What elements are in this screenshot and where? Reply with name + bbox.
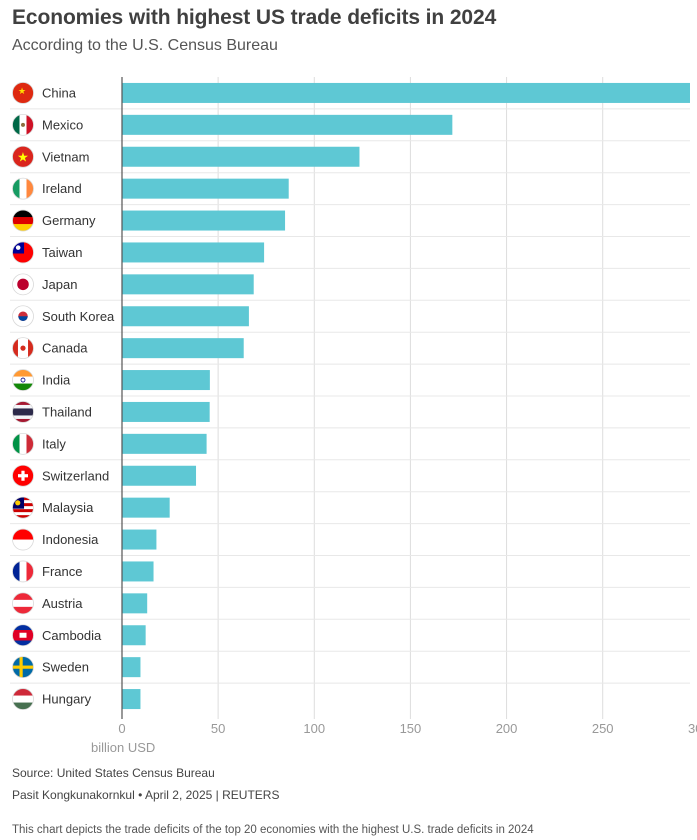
category-label: Hungary bbox=[42, 692, 92, 707]
credit-line: Pasit Kongkunakornkul • April 2, 2025 | … bbox=[12, 788, 280, 802]
bar-switzerland bbox=[122, 465, 197, 486]
chart-title: Economies with highest US trade deficits… bbox=[12, 6, 497, 29]
category-label: Malaysia bbox=[42, 500, 94, 515]
x-tick-label: 150 bbox=[400, 721, 422, 736]
germany-flag-icon bbox=[12, 209, 34, 232]
bar-italy bbox=[122, 433, 207, 454]
svg-text:★: ★ bbox=[17, 149, 29, 164]
bar-vietnam bbox=[122, 146, 360, 167]
bar-japan bbox=[122, 274, 254, 295]
category-label: Austria bbox=[42, 596, 83, 611]
indonesia-flag-icon bbox=[12, 528, 34, 551]
bar-chart: ★★ ChinaMexicoVietnamIrelandGermanyTaiwa… bbox=[10, 77, 697, 755]
category-label: Ireland bbox=[42, 181, 82, 196]
category-label: Thailand bbox=[42, 404, 92, 419]
x-tick-label: 50 bbox=[211, 721, 225, 736]
bar-austria bbox=[122, 593, 148, 614]
source-note: Source: United States Census Bureau bbox=[12, 766, 215, 780]
category-label: Italy bbox=[42, 436, 66, 451]
chart-subtitle: According to the U.S. Census Bureau bbox=[12, 37, 278, 54]
south-korea-flag-icon bbox=[12, 305, 34, 328]
bar-hungary bbox=[122, 689, 141, 710]
malaysia-flag-icon bbox=[12, 496, 34, 519]
italy-flag-icon bbox=[12, 432, 34, 455]
category-labels: China Mexico Vietnam Ireland Germany Taiwan Ja… bbox=[42, 85, 115, 706]
bar-thailand bbox=[122, 401, 210, 422]
svg-text:★: ★ bbox=[18, 86, 26, 96]
category-label: Indonesia bbox=[42, 532, 99, 547]
grid-lines bbox=[217, 77, 604, 719]
category-label: Cambodia bbox=[42, 628, 102, 643]
category-label: Canada bbox=[42, 341, 88, 356]
bar-south-korea bbox=[122, 306, 249, 327]
x-tick-label: 250 bbox=[592, 721, 614, 736]
bar-malaysia bbox=[122, 497, 170, 518]
japan-flag-icon bbox=[12, 273, 34, 296]
x-tick-label: 100 bbox=[303, 721, 325, 736]
category-label: Switzerland bbox=[42, 468, 109, 483]
x-tick-label: 0 bbox=[118, 721, 125, 736]
category-label: China bbox=[42, 85, 77, 100]
category-label: Mexico bbox=[42, 117, 83, 132]
taiwan-flag-icon bbox=[12, 241, 34, 264]
bar-indonesia bbox=[122, 529, 157, 550]
bar-mexico bbox=[122, 114, 453, 135]
bar-canada bbox=[122, 338, 244, 359]
category-label: Germany bbox=[42, 213, 96, 228]
canada-flag-icon bbox=[12, 337, 34, 360]
category-label: Taiwan bbox=[42, 245, 82, 260]
cambodia-flag-icon bbox=[12, 624, 34, 647]
category-label: India bbox=[42, 373, 71, 388]
china-flag-icon: ★ bbox=[12, 82, 34, 104]
bar-ireland bbox=[122, 178, 289, 199]
vietnam-flag-icon: ★ bbox=[12, 145, 34, 168]
x-tick-label: 200 bbox=[496, 721, 518, 736]
france-flag-icon bbox=[12, 560, 34, 583]
bars bbox=[122, 82, 690, 710]
thailand-flag-icon bbox=[12, 401, 34, 423]
bar-germany bbox=[122, 210, 286, 231]
bar-cambodia bbox=[122, 625, 146, 646]
bar-sweden bbox=[122, 657, 141, 678]
x-tick-label: 300 bbox=[688, 721, 697, 736]
hungary-flag-icon bbox=[12, 688, 34, 710]
category-label: South Korea bbox=[42, 309, 115, 324]
flag-icons: ★★ bbox=[12, 82, 34, 710]
india-flag-icon bbox=[12, 369, 34, 391]
bar-france bbox=[122, 561, 154, 582]
mexico-flag-icon bbox=[12, 113, 34, 136]
austria-flag-icon bbox=[12, 592, 34, 615]
chart-description: This chart depicts the trade deficits of… bbox=[12, 824, 534, 836]
x-unit-label: billion USD bbox=[91, 740, 155, 755]
category-label: France bbox=[42, 564, 82, 579]
x-axis-ticks: 0 50 100 150 200 250 300 bbox=[118, 721, 697, 736]
category-label: Vietnam bbox=[42, 149, 89, 164]
switzerland-flag-icon bbox=[12, 464, 34, 487]
bar-china bbox=[122, 82, 690, 103]
bar-taiwan bbox=[122, 242, 265, 263]
bar-india bbox=[122, 370, 210, 391]
ireland-flag-icon bbox=[12, 177, 34, 200]
category-label: Japan bbox=[42, 277, 77, 292]
sweden-flag-icon bbox=[12, 656, 34, 679]
category-label: Sweden bbox=[42, 660, 89, 675]
row-separators bbox=[10, 108, 690, 684]
